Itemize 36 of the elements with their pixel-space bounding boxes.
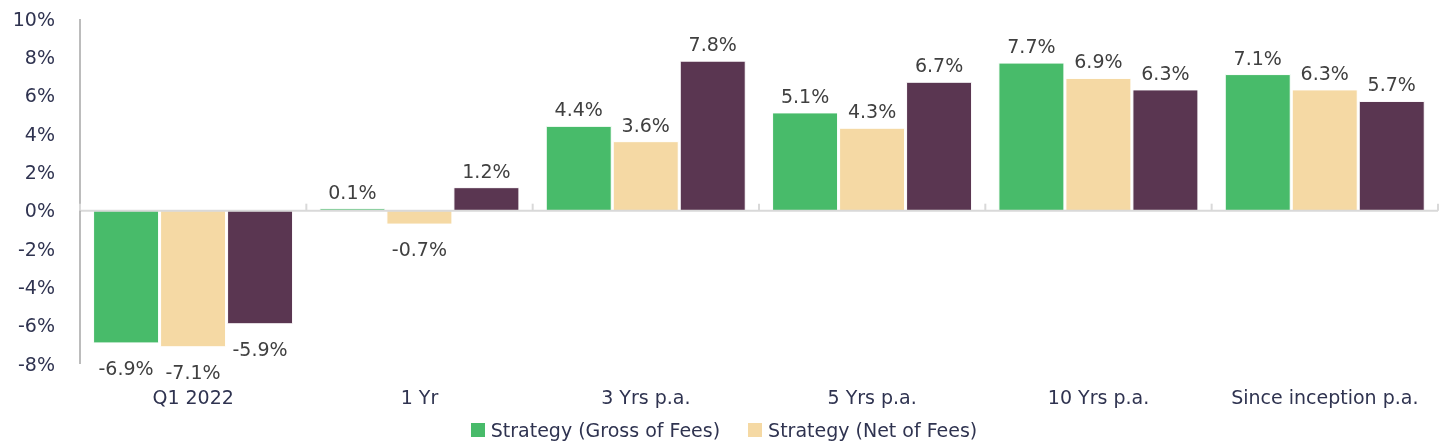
y-tick-label: 4% <box>24 122 55 145</box>
x-tick-label: 5 Yrs p.a. <box>827 386 917 409</box>
x-tick-label: 10 Yrs p.a. <box>1047 386 1150 409</box>
data-label: 3.6% <box>621 113 670 136</box>
data-label: 5.7% <box>1367 73 1416 96</box>
legend-label: Strategy (Net of Fees) <box>768 418 978 442</box>
y-tick-label: 0% <box>24 199 55 222</box>
y-tick-label: -8% <box>18 352 55 375</box>
data-label: 0.1% <box>328 180 377 203</box>
x-tick-label: 1 Yr <box>400 386 439 409</box>
data-label: -0.7% <box>391 238 447 261</box>
data-label: 7.1% <box>1233 46 1282 69</box>
data-label: 7.8% <box>688 33 737 56</box>
data-label: 5.1% <box>780 84 830 107</box>
y-tick-label: 10% <box>12 7 55 30</box>
y-tick-label: 6% <box>24 84 55 107</box>
data-label: 6.9% <box>1074 50 1123 73</box>
data-label: -6.9% <box>98 356 154 379</box>
x-tick-label: Q1 2022 <box>152 386 234 409</box>
data-label: 6.3% <box>1300 61 1349 84</box>
y-tick-label: -4% <box>18 276 55 299</box>
y-tick-label: -2% <box>18 237 55 260</box>
y-tick-label: 2% <box>24 161 55 184</box>
x-tick-label: 3 Yrs p.a. <box>601 386 691 409</box>
data-label: 6.3% <box>1141 61 1190 84</box>
data-label: 4.3% <box>847 100 897 123</box>
data-label: 7.7% <box>1007 35 1056 58</box>
y-tick-label: -6% <box>18 314 55 337</box>
legend-label: Strategy (Gross of Fees) <box>490 418 721 442</box>
y-tick-label: 8% <box>24 46 55 69</box>
x-tick-label: Since inception p.a. <box>1231 386 1419 409</box>
data-label: 4.4% <box>554 98 603 121</box>
data-label: 1.2% <box>462 159 511 182</box>
data-label: 6.7% <box>914 54 964 77</box>
data-label: -7.1% <box>165 360 221 383</box>
data-label: -5.9% <box>232 337 288 360</box>
